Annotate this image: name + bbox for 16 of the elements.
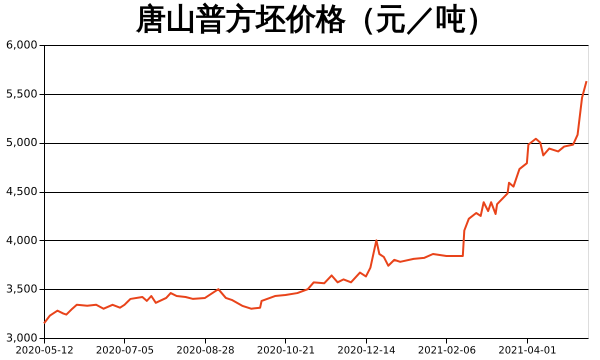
y-tick-label: 3,500 [6, 282, 38, 296]
x-tick-label: 2020-05-12 [15, 346, 74, 356]
x-tick-label: 2020-10-21 [256, 346, 316, 356]
y-tick-label: 4,500 [6, 185, 38, 198]
x-tick-label: 2020-07-05 [96, 346, 154, 356]
x-tick-label: 2021-02-06 [418, 346, 476, 356]
y-tick-label: 4,000 [6, 234, 38, 247]
line-series [43, 80, 588, 324]
y-tick-label: 3,000 [6, 332, 38, 344]
x-tick-label: 2020-08-28 [176, 346, 235, 356]
y-tick-label: 6,000 [6, 38, 38, 52]
y-tick-label: 5,500 [6, 87, 38, 100]
x-tick-label: 2020-12-14 [337, 346, 396, 356]
x-tick-label: 2021-04-01 [498, 346, 556, 356]
y-tick-label: 5,000 [6, 136, 38, 150]
chart-title: 唐山普方坯价格（元／吨） [135, 2, 496, 37]
